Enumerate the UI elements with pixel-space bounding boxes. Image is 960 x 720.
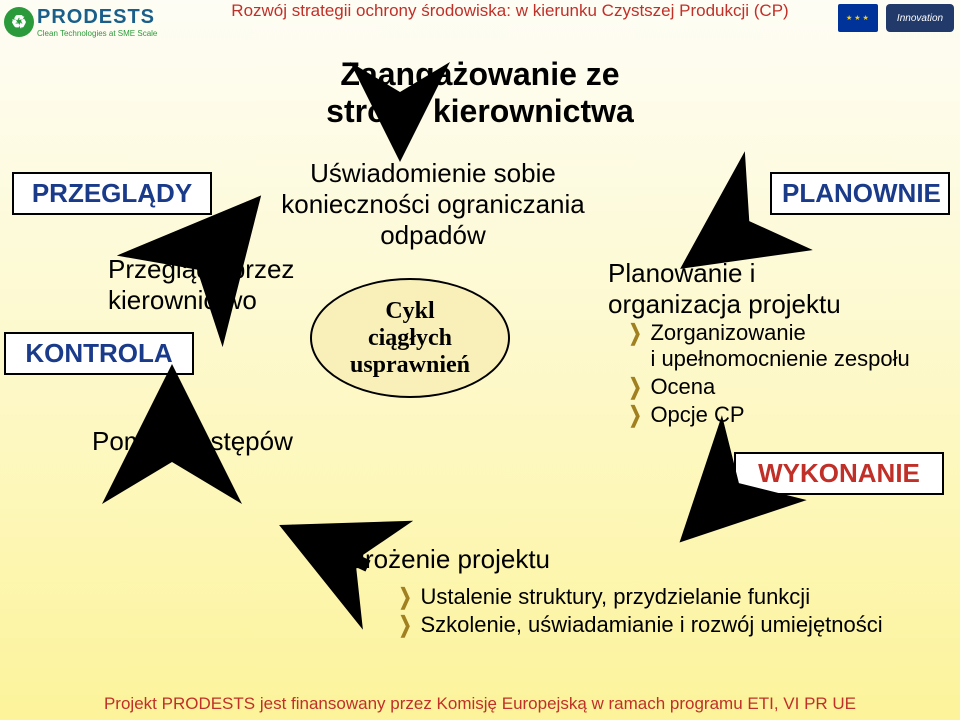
list-item: ❯ Opcje CP	[626, 402, 910, 428]
text-planning-org: Planowanie i organizacja projektu	[608, 258, 841, 320]
text-progress-measure: Pomiar postępów	[92, 426, 293, 457]
list-item: ❯ Szkolenie, uświadamianie i rozwój umie…	[396, 612, 883, 638]
bullet-planning-3: Opcje CP	[650, 402, 744, 428]
box-control: KONTROLA	[4, 332, 194, 375]
chevron-icon: ❯	[629, 320, 642, 346]
bullet-planning-2: Ocena	[650, 374, 715, 400]
center-ellipse: Cykl ciągłych usprawnień	[310, 278, 510, 398]
list-item: ❯ Ocena	[626, 374, 910, 400]
bullet-impl-2: Szkolenie, uświadamianie i rozwój umieję…	[420, 612, 882, 638]
bullets-planning: ❯ Zorganizowanie i upełnomocnienie zespo…	[626, 320, 910, 430]
box-reviews: PRZEGLĄDY	[12, 172, 212, 215]
box-execution: WYKONANIE	[734, 452, 944, 495]
bullet-planning-1b: i upełnomocnienie zespołu	[650, 346, 909, 371]
diagram-stage: PRZEGLĄDY KONTROLA PLANOWNIE WYKONANIE U…	[0, 0, 960, 720]
arrow-execution-down	[688, 498, 724, 534]
chevron-icon: ❯	[629, 374, 642, 400]
arrow-reviews-up	[214, 206, 252, 250]
text-awareness-l2: konieczności ograniczania	[281, 189, 585, 219]
ellipse-l2: ciągłych	[368, 325, 452, 351]
box-planning: PLANOWNIE	[770, 172, 950, 215]
arrow-planning-down	[690, 222, 748, 262]
text-awareness: Uświadomienie sobie konieczności ogranic…	[268, 158, 598, 251]
text-planning-l2: organizacja projektu	[608, 289, 841, 319]
text-reviews-l2: kierownictwo	[108, 285, 257, 315]
chevron-icon: ❯	[399, 612, 412, 638]
chevron-icon: ❯	[399, 584, 412, 610]
bullet-impl-1: Ustalenie struktury, przydzielanie funkc…	[420, 584, 810, 610]
text-reviews-by-mgmt: Przeglądy przez kierownictwo	[108, 254, 294, 316]
text-planning-l1: Planowanie i	[608, 258, 755, 288]
text-implementation: Wdrożenie projektu	[326, 544, 550, 575]
text-reviews-l1: Przeglądy przez	[108, 254, 294, 284]
bullets-implementation: ❯ Ustalenie struktury, przydzielanie fun…	[396, 584, 883, 640]
text-awareness-l3: odpadów	[380, 220, 486, 250]
ellipse-l3: usprawnień	[350, 352, 470, 378]
bullet-planning-1a: Zorganizowanie	[650, 320, 805, 345]
list-item: ❯ Ustalenie struktury, przydzielanie fun…	[396, 584, 883, 610]
footer-text: Projekt PRODESTS jest finansowany przez …	[0, 694, 960, 714]
list-item: ❯ Zorganizowanie i upełnomocnienie zespo…	[626, 320, 910, 372]
ellipse-l1: Cykl	[385, 298, 434, 324]
chevron-icon: ❯	[629, 402, 642, 428]
text-awareness-l1: Uświadomienie sobie	[310, 158, 556, 188]
